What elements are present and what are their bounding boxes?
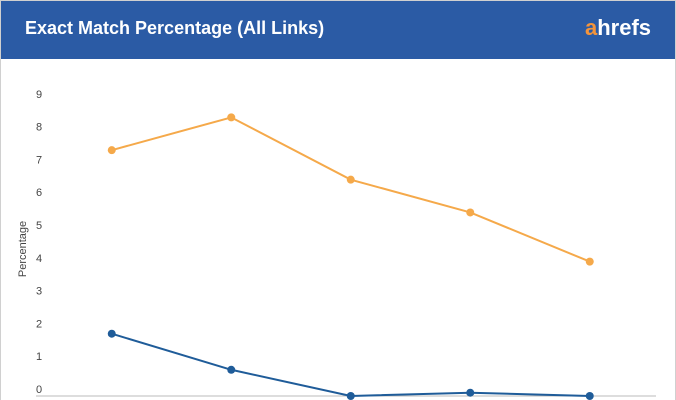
- y-tick-label: 6: [36, 187, 42, 199]
- y-tick-label: 2: [36, 318, 42, 330]
- data-point: [227, 113, 236, 122]
- header: Exact Match Percentage (All Links) ahref…: [1, 1, 675, 59]
- y-tick-label: 0: [36, 384, 42, 396]
- chart-title: Exact Match Percentage (All Links): [25, 18, 325, 38]
- y-tick-label: 7: [36, 154, 42, 166]
- data-point: [107, 146, 116, 155]
- series-line: [111, 332, 590, 398]
- y-axis-label: Percentage: [17, 221, 29, 277]
- y-tick-label: 3: [36, 286, 42, 298]
- data-point: [466, 208, 475, 217]
- data-point: [107, 329, 116, 338]
- data-point: [227, 365, 236, 374]
- logo: ahrefs: [584, 15, 651, 40]
- data-point: [585, 392, 594, 400]
- y-tick-label: 8: [36, 122, 42, 134]
- y-tick-label: 1: [36, 351, 42, 363]
- data-point: [466, 388, 475, 397]
- series-line: [111, 116, 591, 263]
- data-point: [346, 392, 355, 400]
- y-tick-label: 4: [36, 253, 42, 265]
- data-point: [346, 175, 355, 184]
- y-tick-label: 9: [36, 89, 42, 101]
- data-point: [585, 257, 594, 266]
- y-tick-label: 5: [36, 220, 42, 232]
